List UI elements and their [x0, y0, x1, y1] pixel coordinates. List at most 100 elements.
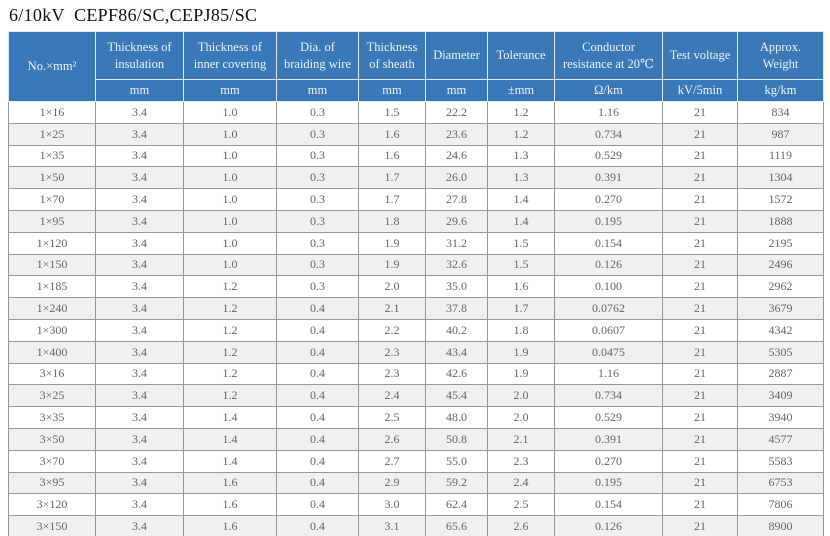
cell-diameter: 31.2 [425, 231, 488, 255]
cell-sheath: 1.7 [358, 188, 426, 211]
col-header-inner-covering: Thickness of inner covering [183, 31, 277, 80]
cell-sheath: 1.9 [358, 231, 426, 255]
cell-diameter: 24.6 [425, 144, 488, 168]
cell-braiding-wire: 0.3 [276, 188, 359, 211]
cell-weight: 1119 [737, 144, 824, 168]
cell-test-voltage: 21 [662, 144, 738, 168]
cell-sheath: 2.1 [358, 297, 426, 320]
unit-resistance: Ω/km [554, 79, 663, 102]
cell-diameter: 65.6 [425, 515, 488, 536]
cell-test-voltage: 21 [662, 101, 738, 124]
cell-tolerance: 2.0 [487, 406, 555, 429]
table-body: 1×16 3.4 1.0 0.3 1.5 22.2 1.2 1.16 21 834 1×25 3.4 1… [8, 101, 824, 536]
cell-inner-covering: 1.2 [183, 318, 277, 342]
cell-weight: 4342 [737, 318, 824, 342]
unit-inner-covering: mm [183, 79, 277, 102]
cell-diameter: 45.4 [425, 384, 488, 408]
cell-size: 1×120 [8, 231, 96, 255]
cell-size: 1×35 [8, 144, 96, 168]
cell-test-voltage: 21 [662, 209, 738, 233]
col-header-size: No.×mm² [8, 31, 96, 102]
cell-resistance: 0.0762 [554, 297, 663, 320]
cell-test-voltage: 21 [662, 188, 738, 211]
cell-braiding-wire: 0.4 [276, 427, 359, 451]
table-row: 3×95 3.4 1.6 0.4 2.9 59.2 2.4 0.195 21 6753 [8, 471, 824, 495]
cell-resistance: 0.195 [554, 471, 663, 495]
cell-insulation: 3.4 [95, 144, 184, 168]
cell-resistance: 0.154 [554, 231, 663, 255]
cell-insulation: 3.4 [95, 493, 184, 517]
cell-inner-covering: 1.4 [183, 406, 277, 429]
cell-insulation: 3.4 [95, 297, 184, 320]
cell-sheath: 1.6 [358, 122, 426, 146]
cell-insulation: 3.4 [95, 384, 184, 408]
cell-diameter: 48.0 [425, 406, 488, 429]
cell-tolerance: 2.0 [487, 384, 555, 408]
cell-braiding-wire: 0.4 [276, 515, 359, 536]
cell-weight: 1888 [737, 209, 824, 233]
cell-braiding-wire: 0.4 [276, 362, 359, 386]
table-row: 1×70 3.4 1.0 0.3 1.7 27.8 1.4 0.270 21 1572 [8, 188, 824, 211]
cell-braiding-wire: 0.3 [276, 166, 359, 190]
cell-test-voltage: 21 [662, 362, 738, 386]
cell-resistance: 1.16 [554, 362, 663, 386]
col-header-insulation: Thickness of insulation [95, 31, 184, 80]
table-row: 3×16 3.4 1.2 0.4 2.3 42.6 1.9 1.16 21 2887 [8, 362, 824, 386]
cell-tolerance: 2.5 [487, 493, 555, 517]
cell-inner-covering: 1.0 [183, 101, 277, 124]
cell-size: 1×16 [8, 101, 96, 124]
cell-sheath: 3.1 [358, 515, 426, 536]
cell-insulation: 3.4 [95, 253, 184, 277]
cell-size: 1×25 [8, 122, 96, 146]
cell-tolerance: 1.2 [487, 101, 555, 124]
col-header-diameter: Diameter [425, 31, 488, 80]
cell-weight: 2962 [737, 275, 824, 299]
table-row: 1×50 3.4 1.0 0.3 1.7 26.0 1.3 0.391 21 1304 [8, 166, 824, 190]
cell-size: 3×150 [8, 515, 96, 536]
col-header-tolerance: Tolerance [487, 31, 555, 80]
cell-braiding-wire: 0.4 [276, 449, 359, 473]
unit-test-voltage: kV/5min [662, 79, 738, 102]
cell-size: 3×35 [8, 406, 96, 429]
cell-weight: 834 [737, 101, 824, 124]
table-header: No.×mm² Thickness of insulation Thicknes… [8, 31, 824, 102]
cell-diameter: 42.6 [425, 362, 488, 386]
table-row: 3×35 3.4 1.4 0.4 2.5 48.0 2.0 0.529 21 3940 [8, 406, 824, 429]
cell-size: 1×240 [8, 297, 96, 320]
table-row: 1×35 3.4 1.0 0.3 1.6 24.6 1.3 0.529 21 1119 [8, 144, 824, 168]
cell-braiding-wire: 0.4 [276, 297, 359, 320]
table-row: 3×50 3.4 1.4 0.4 2.6 50.8 2.1 0.391 21 4577 [8, 427, 824, 451]
cell-insulation: 3.4 [95, 515, 184, 536]
cell-resistance: 1.16 [554, 101, 663, 124]
cell-diameter: 22.2 [425, 101, 488, 124]
cell-braiding-wire: 0.4 [276, 406, 359, 429]
cell-test-voltage: 21 [662, 340, 738, 364]
cell-inner-covering: 1.4 [183, 449, 277, 473]
cell-braiding-wire: 0.3 [276, 231, 359, 255]
cell-weight: 4577 [737, 427, 824, 451]
table-row: 1×25 3.4 1.0 0.3 1.6 23.6 1.2 0.734 21 987 [8, 122, 824, 146]
cell-tolerance: 2.1 [487, 427, 555, 451]
cell-inner-covering: 1.2 [183, 384, 277, 408]
cell-weight: 8900 [737, 515, 824, 536]
cell-inner-covering: 1.6 [183, 493, 277, 517]
cell-tolerance: 1.3 [487, 144, 555, 168]
table-row: 3×150 3.4 1.6 0.4 3.1 65.6 2.6 0.126 21 8900 [8, 515, 824, 536]
cell-resistance: 0.154 [554, 493, 663, 517]
cell-braiding-wire: 0.3 [276, 144, 359, 168]
cell-sheath: 2.0 [358, 275, 426, 299]
table-row: 1×150 3.4 1.0 0.3 1.9 32.6 1.5 0.126 21 2496 [8, 253, 824, 277]
cell-tolerance: 1.4 [487, 209, 555, 233]
unit-insulation: mm [95, 79, 184, 102]
cell-inner-covering: 1.0 [183, 188, 277, 211]
table-row: 1×120 3.4 1.0 0.3 1.9 31.2 1.5 0.154 21 2195 [8, 231, 824, 255]
cell-resistance: 0.195 [554, 209, 663, 233]
cell-braiding-wire: 0.4 [276, 471, 359, 495]
cell-resistance: 0.100 [554, 275, 663, 299]
cell-resistance: 0.391 [554, 166, 663, 190]
cell-tolerance: 1.6 [487, 275, 555, 299]
cell-tolerance: 2.4 [487, 471, 555, 495]
cell-tolerance: 1.2 [487, 122, 555, 146]
cell-diameter: 32.6 [425, 253, 488, 277]
cell-sheath: 2.2 [358, 318, 426, 342]
